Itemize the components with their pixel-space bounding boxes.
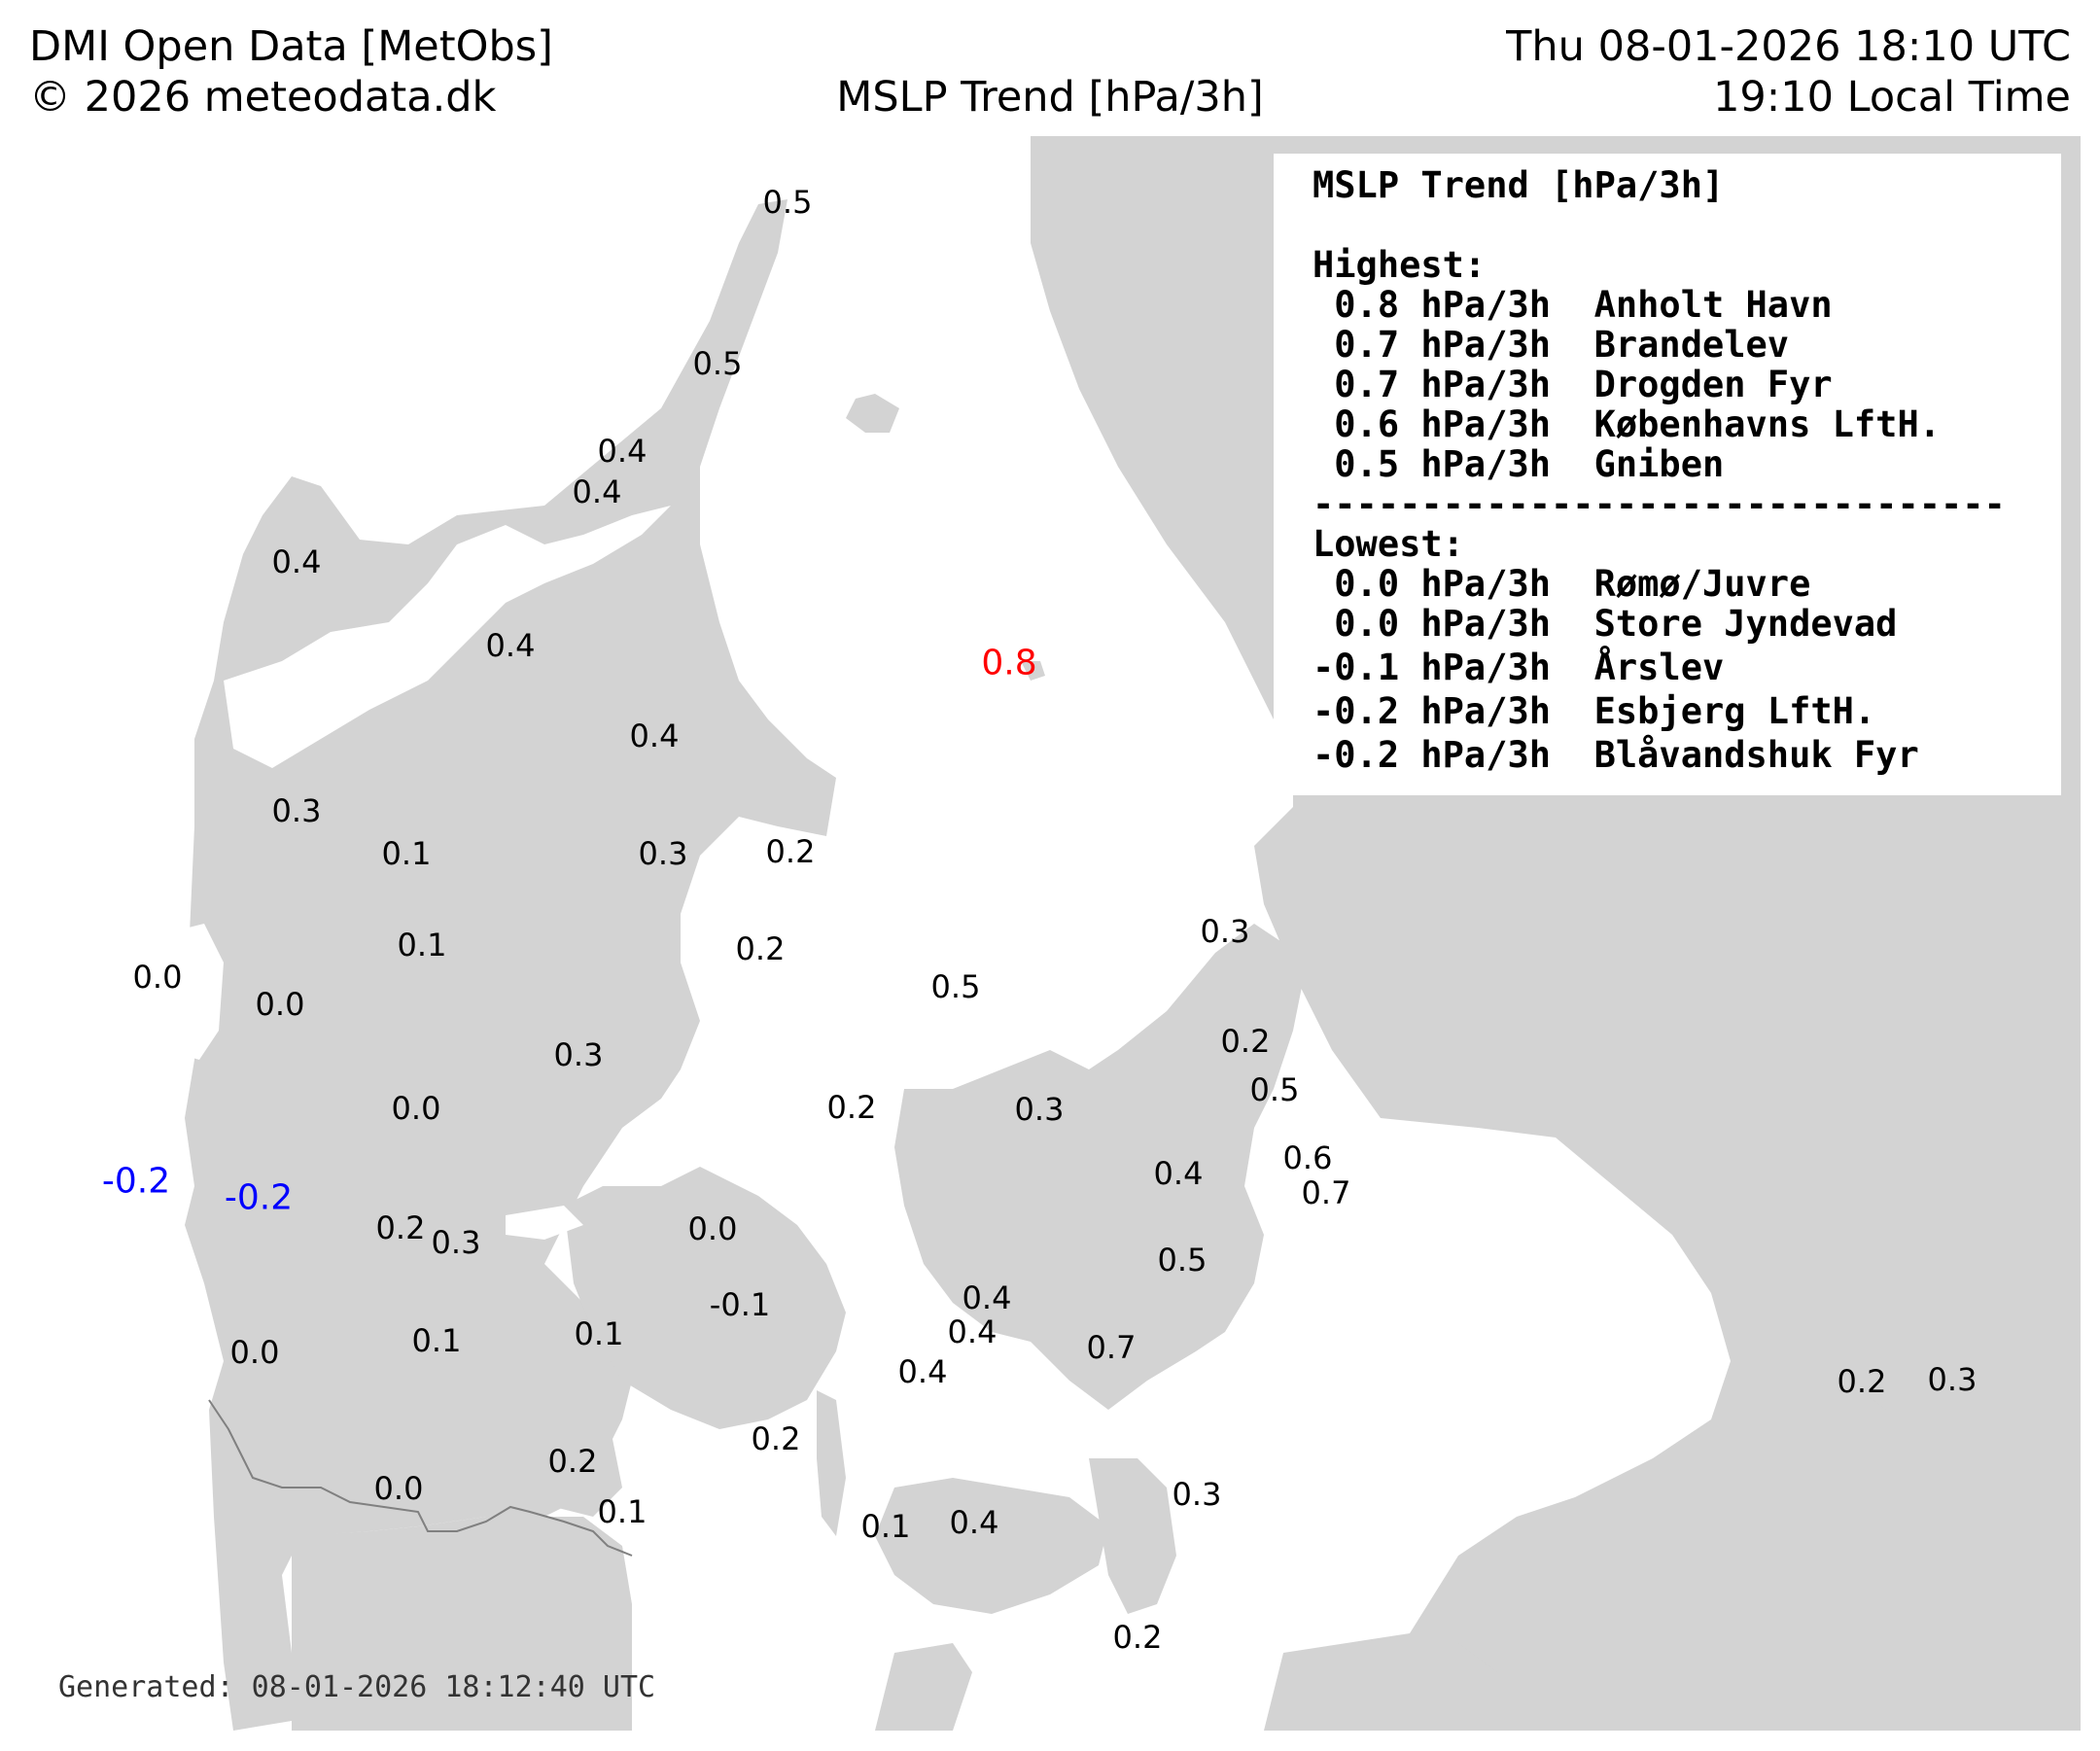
- station-value: 0.0: [373, 1470, 424, 1507]
- station-value: 0.1: [411, 1322, 462, 1359]
- legend-highest-item: 0.7 hPa/3h Brandelev: [1312, 324, 1790, 366]
- als-landmass: [535, 1410, 622, 1517]
- station-value-highest: 0.8: [981, 643, 1037, 683]
- utc-time: Thu 08-01-2026 18:10 UTC: [1506, 22, 2071, 71]
- station-value: 0.2: [765, 833, 816, 870]
- legend-lowest-item: -0.1 hPa/3h Årslev: [1312, 647, 1725, 688]
- station-value: 0.4: [947, 1313, 998, 1350]
- station-value: 0.1: [574, 1315, 624, 1352]
- laeso-landmass: [846, 394, 899, 433]
- header-right: Thu 08-01-2026 18:10 UTC 19:10 Local Tim…: [1506, 21, 2071, 123]
- zealand-landmass: [894, 924, 1303, 1410]
- station-value: 0.1: [397, 927, 447, 963]
- langeland-landmass: [817, 1390, 846, 1536]
- dk-de-border: [208, 1399, 633, 1557]
- local-time: 19:10 Local Time: [1713, 73, 2071, 122]
- station-value: -0.1: [709, 1286, 771, 1323]
- station-value: 0.4: [629, 718, 680, 754]
- rugen-landmass: [1458, 1556, 1556, 1672]
- station-value: 0.5: [930, 968, 981, 1005]
- station-value: 0.2: [1112, 1619, 1163, 1656]
- legend-highest-item: 0.5 hPa/3h Gniben: [1312, 443, 1725, 485]
- station-value: 0.2: [826, 1089, 877, 1126]
- station-value: 0.1: [381, 835, 432, 872]
- station-value: 0.0: [132, 959, 183, 996]
- station-value-lowest: -0.2: [224, 1177, 294, 1218]
- station-value: 0.4: [271, 543, 322, 580]
- station-value: 0.3: [553, 1036, 604, 1073]
- legend-lowest-label: Lowest:: [1312, 523, 1464, 565]
- station-value: 0.2: [547, 1443, 598, 1480]
- legend-lowest-item: 0.0 hPa/3h Store Jyndevad: [1312, 603, 1898, 645]
- station-value: 0.4: [962, 1279, 1012, 1316]
- station-value: 0.3: [431, 1224, 481, 1261]
- station-value: 0.2: [751, 1420, 801, 1457]
- station-value: 0.3: [1200, 913, 1250, 950]
- station-value: 0.3: [638, 835, 688, 872]
- legend-title: MSLP Trend [hPa/3h]: [1312, 164, 1725, 206]
- station-value: 0.2: [735, 930, 786, 967]
- legend-lowest-item: 0.0 hPa/3h Rømø/Juvre: [1312, 563, 1811, 605]
- legend-separator: --------------------------------: [1312, 483, 2006, 525]
- station-value: 0.5: [1157, 1242, 1208, 1278]
- station-value: 0.4: [572, 473, 622, 510]
- station-value: 0.4: [897, 1353, 948, 1390]
- legend-highest-item: 0.7 hPa/3h Drogden Fyr: [1312, 364, 1833, 405]
- falster-landmass: [1089, 1458, 1176, 1614]
- station-value: 0.2: [1837, 1363, 1887, 1400]
- station-value: 0.3: [271, 792, 322, 829]
- bornholm-landmass: [1838, 1283, 1964, 1419]
- station-value: 0.0: [391, 1090, 441, 1127]
- legend-highest-item: 0.8 hPa/3h Anholt Havn: [1312, 284, 1833, 326]
- station-value: 0.2: [375, 1209, 426, 1246]
- station-value: 0.5: [692, 345, 743, 382]
- germany-landmass: [292, 1517, 632, 1731]
- funen-landmass: [564, 1167, 846, 1429]
- jutland-landmass: [185, 199, 836, 1731]
- station-value-lowest: -0.2: [101, 1161, 171, 1202]
- legend-highest-item: 0.6 hPa/3h Københavns LftH.: [1312, 403, 1942, 445]
- header-left: DMI Open Data [MetObs] © 2026 meteodata.…: [29, 21, 553, 123]
- legend-highest-label: Highest:: [1312, 244, 1487, 286]
- anholt-landmass: [1021, 661, 1045, 681]
- limfjord: [224, 506, 671, 768]
- station-value: 0.0: [687, 1210, 738, 1247]
- station-value: 0.2: [1220, 1023, 1271, 1060]
- station-value: 0.5: [1249, 1071, 1300, 1108]
- station-value: 0.6: [1282, 1139, 1333, 1176]
- station-value: 0.4: [1153, 1155, 1204, 1192]
- station-value: 0.4: [949, 1504, 999, 1541]
- station-value: 0.3: [1014, 1091, 1065, 1128]
- station-value: 0.3: [1927, 1361, 1978, 1398]
- station-value: 0.0: [229, 1334, 280, 1371]
- station-value: 0.1: [860, 1508, 911, 1545]
- station-value: 0.1: [597, 1493, 648, 1530]
- generated-timestamp: Generated: 08-01-2026 18:12:40 UTC: [58, 1670, 656, 1704]
- station-value: 0.0: [255, 986, 305, 1023]
- station-value: 0.4: [597, 433, 648, 470]
- station-value: 0.7: [1301, 1174, 1351, 1211]
- station-value: 0.3: [1172, 1476, 1222, 1513]
- ringkobing-fjord: [156, 924, 224, 1060]
- germany-coast-east: [875, 1643, 972, 1731]
- trend-legend: MSLP Trend [hPa/3h] Highest: 0.8 hPa/3h …: [1274, 154, 2061, 795]
- legend-lowest-item: -0.2 hPa/3h Esbjerg LftH.: [1312, 690, 1876, 732]
- station-value: 0.7: [1086, 1329, 1137, 1366]
- station-value: 0.5: [762, 184, 813, 221]
- source-title: DMI Open Data [MetObs]: [29, 22, 553, 71]
- legend-spacer: [1312, 205, 2061, 245]
- copyright: © 2026 meteodata.dk: [29, 73, 497, 122]
- lolland-landmass: [875, 1478, 1108, 1614]
- vejle-fjord: [506, 1206, 583, 1240]
- legend-lowest-item: -0.2 hPa/3h Blåvandshuk Fyr: [1312, 734, 1919, 776]
- map-title: MSLP Trend [hPa/3h]: [836, 73, 1264, 122]
- station-value: 0.4: [485, 627, 536, 664]
